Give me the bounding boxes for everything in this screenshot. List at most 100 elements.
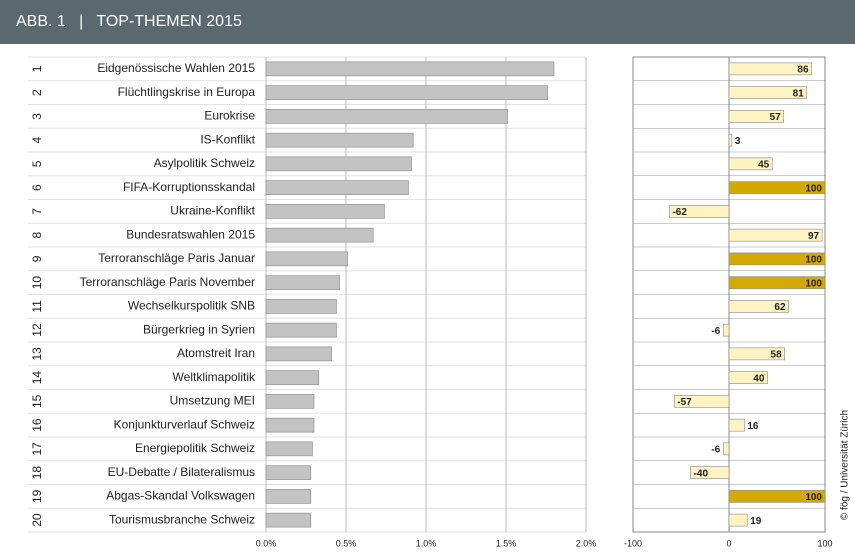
bar: [265, 465, 312, 480]
value-label: 81: [793, 88, 805, 99]
x-tick-label: -100: [624, 538, 642, 548]
x-tick-label: 2.0%: [576, 538, 597, 548]
bar: [690, 466, 730, 479]
bar: [265, 394, 315, 409]
x-tick-label: 0.5%: [336, 538, 357, 548]
bar: [728, 228, 823, 242]
value-label: 100: [805, 492, 822, 503]
x-tick-label: 0.0%: [256, 538, 277, 548]
rank-label: 17: [30, 442, 44, 456]
bar: [669, 205, 730, 218]
x-tick-label: 100: [817, 538, 832, 548]
category-label: Wechselkurspolitik SNB: [128, 299, 255, 313]
bar: [728, 110, 785, 123]
category-label: IS-Konflikt: [200, 132, 255, 146]
value-label: 16: [747, 421, 759, 432]
value-label: 62: [774, 302, 786, 313]
category-label: FIFA-Korruptionsskandal: [123, 180, 255, 194]
bar: [265, 512, 312, 528]
category-label: Flüchtlingskrise in Europa: [118, 85, 256, 99]
bar: [728, 133, 733, 147]
value-label: -6: [711, 445, 720, 456]
rank-label: 1: [30, 65, 44, 72]
value-label: 40: [753, 373, 765, 384]
bar: [728, 300, 789, 313]
category-label: Tourismusbranche Schweiz: [109, 512, 255, 526]
bar: [722, 323, 730, 337]
category-label: EU-Debatte / Bilateralismus: [108, 465, 255, 479]
bar: [728, 347, 785, 361]
rank-label: 18: [30, 466, 44, 480]
bar: [728, 86, 808, 99]
bar: [728, 371, 768, 384]
category-label: Eidgenössische Wahlen 2015: [97, 61, 255, 75]
rank-label: 15: [30, 394, 44, 408]
category-label: Atomstreit Iran: [177, 346, 255, 360]
value-label: 100: [805, 278, 822, 289]
x-tick-label: 1.0%: [416, 538, 437, 548]
category-label: Eurokrise: [204, 109, 255, 123]
value-label: 58: [771, 350, 783, 361]
rank-label: 19: [30, 489, 44, 503]
rank-label: 3: [30, 113, 44, 120]
bar: [265, 227, 374, 243]
rank-label: 12: [30, 323, 44, 337]
bar: [265, 370, 320, 385]
bar: [728, 418, 745, 432]
bar: [265, 109, 508, 124]
bar: [265, 299, 337, 314]
x-tick-label: 1.5%: [496, 538, 517, 548]
category-label: Terroranschläge Paris Januar: [98, 251, 255, 265]
value-label: 97: [808, 231, 820, 242]
value-label: 100: [805, 255, 822, 266]
category-label: Terroranschläge Paris November: [80, 275, 255, 289]
rank-label: 2: [30, 89, 44, 96]
bar: [673, 395, 730, 408]
category-label: Ukraine-Konflikt: [170, 204, 255, 218]
value-label: 19: [750, 516, 762, 527]
bar: [728, 157, 773, 171]
bar: [728, 490, 826, 503]
rank-label: 6: [30, 184, 44, 191]
rank-label: 9: [30, 255, 44, 262]
value-label: 86: [797, 65, 809, 76]
value-label: -62: [672, 207, 687, 218]
rank-label: 7: [30, 208, 44, 215]
rank-label: 10: [30, 276, 44, 290]
category-label: Konjunkturverlauf Schweiz: [114, 417, 255, 431]
bar: [265, 61, 555, 77]
category-label: Weltklimapolitik: [173, 370, 256, 384]
bar: [265, 417, 315, 433]
bar: [265, 275, 340, 290]
category-label: Umsetzung MEI: [170, 394, 255, 408]
bar: [265, 180, 409, 195]
rank-label: 14: [30, 371, 44, 385]
bar: [265, 156, 412, 172]
bar: [728, 513, 748, 527]
rank-label: 11: [30, 300, 44, 313]
bar: [265, 251, 348, 267]
bar: [728, 276, 826, 289]
header-title: ABB. 1 | TOP-THEMEN 2015: [16, 13, 242, 30]
rank-label: 8: [30, 231, 44, 238]
value-label: -6: [711, 326, 720, 337]
bar: [728, 252, 826, 266]
category-label: Abgas-Skandal Volkswagen: [106, 489, 255, 503]
rank-label: 16: [30, 418, 44, 432]
value-label: -57: [677, 397, 692, 408]
header-bar: [0, 0, 855, 44]
bar: [265, 204, 385, 219]
value-label: -40: [694, 468, 709, 479]
value-label: 45: [758, 160, 770, 171]
credit: © fög / Universität Zürich: [840, 410, 851, 520]
bar: [265, 441, 313, 457]
bar: [728, 181, 826, 194]
value-label: 100: [805, 183, 822, 194]
bar: [265, 132, 414, 148]
bar: [265, 85, 548, 100]
bar: [265, 322, 337, 338]
category-label: Bundesratswahlen 2015: [126, 227, 255, 241]
bar: [728, 62, 812, 76]
rank-label: 13: [30, 347, 44, 361]
